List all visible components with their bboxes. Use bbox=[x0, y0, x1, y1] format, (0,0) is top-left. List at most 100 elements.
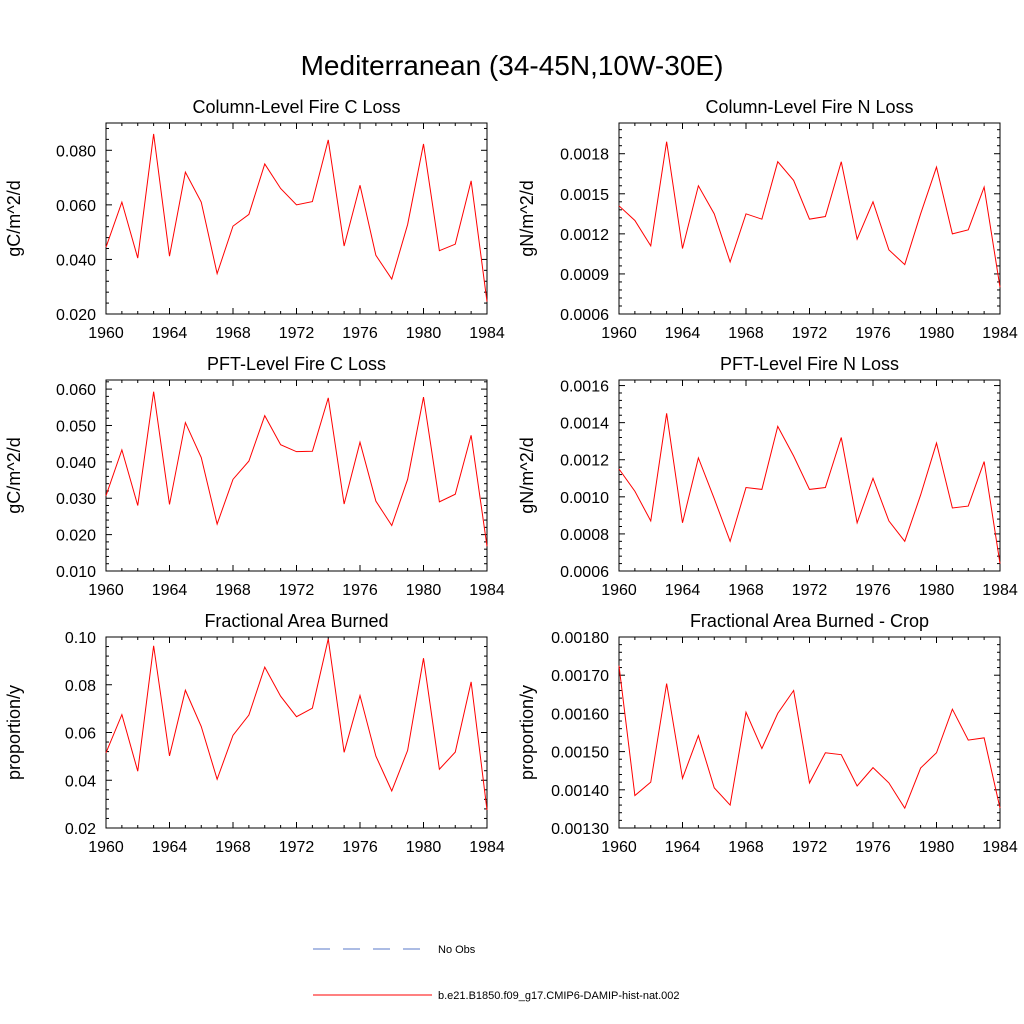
y-tick-label: 0.040 bbox=[56, 455, 96, 472]
chart-panel-1: Column-Level Fire C Loss gC/m^2/d 1960 1964… bbox=[4, 97, 505, 342]
plot-frame bbox=[105, 636, 488, 829]
y-tick-label: 0.0009 bbox=[560, 267, 609, 284]
y-tick-label: 0.00150 bbox=[551, 745, 609, 762]
x-tick-label: 1968 bbox=[215, 325, 251, 342]
y-tick-label: 0.04 bbox=[65, 773, 96, 790]
y-tick-label: 0.0014 bbox=[560, 416, 609, 433]
y-tick-label: 0.0008 bbox=[560, 527, 609, 544]
x-tick-label: 1976 bbox=[342, 325, 378, 342]
x-tick-label: 1968 bbox=[728, 839, 764, 856]
x-tick-label: 1964 bbox=[152, 582, 188, 599]
x-tick-label: 1960 bbox=[88, 839, 124, 856]
x-tick-label: 1976 bbox=[855, 839, 891, 856]
plot-frame bbox=[618, 379, 1001, 572]
x-tick-label: 1960 bbox=[88, 325, 124, 342]
series-line bbox=[618, 665, 1001, 810]
panel-title: PFT-Level Fire N Loss bbox=[720, 354, 899, 374]
y-tick-label: 0.00140 bbox=[551, 783, 609, 800]
x-tick-label: 1960 bbox=[601, 839, 637, 856]
x-tick-label: 1984 bbox=[469, 839, 505, 856]
x-tick-label: 1980 bbox=[406, 839, 442, 856]
y-tick-label: 0.020 bbox=[56, 528, 96, 545]
y-tick-label: 0.00170 bbox=[551, 668, 609, 685]
x-tick-label: 1964 bbox=[152, 325, 188, 342]
x-tick-label: 1968 bbox=[215, 582, 251, 599]
chart-panels: Column-Level Fire C Loss gC/m^2/d 1960 1964… bbox=[4, 97, 1018, 856]
chart-panel-6: Fractional Area Burned - Crop proportion/… bbox=[517, 611, 1018, 856]
panel-title: Fractional Area Burned - Crop bbox=[690, 611, 929, 631]
x-tick-label: 1976 bbox=[855, 582, 891, 599]
x-tick-label: 1984 bbox=[469, 582, 505, 599]
x-tick-label: 1980 bbox=[919, 325, 955, 342]
y-tick-label: 0.0012 bbox=[560, 227, 609, 244]
plot-frame bbox=[105, 122, 488, 315]
legend: No Obs b.e21.B1850.f09_g17.CMIP6-DAMIP-hi… bbox=[313, 944, 680, 1002]
x-tick-label: 1972 bbox=[279, 582, 315, 599]
chart-panel-2: Column-Level Fire N Loss gN/m^2/d 1960 1964… bbox=[517, 97, 1018, 342]
y-tick-label: 0.0006 bbox=[560, 564, 609, 581]
y-tick-label: 0.060 bbox=[56, 198, 96, 215]
x-tick-label: 1960 bbox=[88, 582, 124, 599]
x-tick-label: 1976 bbox=[342, 582, 378, 599]
y-tick-label: 0.0006 bbox=[560, 307, 609, 324]
y-tick-label: 0.0012 bbox=[560, 453, 609, 470]
x-tick-label: 1968 bbox=[728, 325, 764, 342]
chart-panel-5: Fractional Area Burned proportion/y 1960 19… bbox=[4, 611, 505, 856]
y-tick-label: 0.040 bbox=[56, 252, 96, 269]
x-tick-label: 1972 bbox=[792, 582, 828, 599]
y-axis-label: proportion/y bbox=[517, 685, 537, 780]
x-tick-label: 1968 bbox=[728, 582, 764, 599]
y-tick-label: 0.08 bbox=[65, 678, 96, 695]
x-tick-label: 1980 bbox=[919, 839, 955, 856]
y-tick-label: 0.0010 bbox=[560, 490, 609, 507]
x-tick-label: 1964 bbox=[152, 839, 188, 856]
legend-label: b.e21.B1850.f09_g17.CMIP6-DAMIP-hist-nat… bbox=[438, 990, 680, 1002]
y-tick-label: 0.060 bbox=[56, 382, 96, 399]
y-axis-label: proportion/y bbox=[4, 685, 24, 780]
plot-frame bbox=[618, 636, 1001, 829]
x-tick-label: 1968 bbox=[215, 839, 251, 856]
chart-panel-3: PFT-Level Fire C Loss gC/m^2/d 1960 1964 196… bbox=[4, 354, 505, 599]
x-tick-label: 1972 bbox=[792, 839, 828, 856]
y-tick-label: 0.00130 bbox=[551, 821, 609, 838]
y-tick-label: 0.030 bbox=[56, 491, 96, 508]
y-tick-label: 0.0016 bbox=[560, 379, 609, 396]
x-tick-label: 1964 bbox=[665, 839, 701, 856]
x-tick-label: 1976 bbox=[342, 839, 378, 856]
x-tick-label: 1984 bbox=[982, 839, 1018, 856]
x-tick-label: 1960 bbox=[601, 582, 637, 599]
x-tick-label: 1980 bbox=[406, 325, 442, 342]
y-tick-label: 0.010 bbox=[56, 564, 96, 581]
y-axis-label: gC/m^2/d bbox=[4, 180, 24, 256]
y-axis-label: gN/m^2/d bbox=[517, 437, 537, 513]
series-line bbox=[105, 391, 488, 547]
figure-title: Mediterranean (34-45N,10W-30E) bbox=[301, 50, 724, 81]
series-line bbox=[105, 638, 488, 811]
panel-title: Column-Level Fire C Loss bbox=[192, 97, 400, 117]
y-tick-label: 0.00180 bbox=[551, 630, 609, 647]
x-tick-label: 1976 bbox=[855, 325, 891, 342]
panel-title: Column-Level Fire N Loss bbox=[705, 97, 913, 117]
series-line bbox=[618, 141, 1001, 288]
x-tick-label: 1980 bbox=[406, 582, 442, 599]
y-axis-label: gN/m^2/d bbox=[517, 180, 537, 256]
y-tick-label: 0.050 bbox=[56, 418, 96, 435]
legend-label: No Obs bbox=[438, 944, 476, 956]
x-tick-label: 1964 bbox=[665, 325, 701, 342]
x-tick-label: 1984 bbox=[982, 582, 1018, 599]
y-tick-label: 0.080 bbox=[56, 143, 96, 160]
y-tick-label: 0.06 bbox=[65, 726, 96, 743]
y-tick-label: 0.02 bbox=[65, 821, 96, 838]
plot-frame bbox=[105, 379, 488, 572]
x-tick-label: 1984 bbox=[469, 325, 505, 342]
x-tick-label: 1980 bbox=[919, 582, 955, 599]
x-tick-label: 1972 bbox=[279, 325, 315, 342]
y-tick-label: 0.0018 bbox=[560, 147, 609, 164]
x-tick-label: 1984 bbox=[982, 325, 1018, 342]
y-axis-label: gC/m^2/d bbox=[4, 437, 24, 513]
series-line bbox=[105, 133, 488, 302]
x-tick-label: 1960 bbox=[601, 325, 637, 342]
x-tick-label: 1972 bbox=[792, 325, 828, 342]
y-tick-label: 0.10 bbox=[65, 630, 96, 647]
